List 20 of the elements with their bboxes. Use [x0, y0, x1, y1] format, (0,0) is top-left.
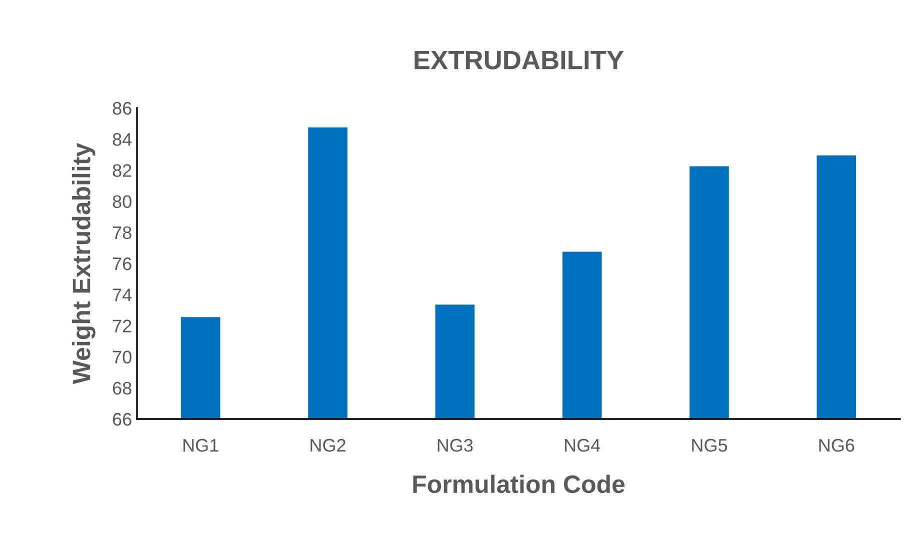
y-tick-label: 82 [112, 164, 132, 177]
y-tick-label: 86 [112, 102, 132, 115]
y-axis-title: Weight Extrudability [72, 143, 96, 384]
y-tick-label: 76 [112, 257, 132, 270]
x-tick-label: NG1 [184, 438, 218, 452]
y-tick-label: 72 [112, 320, 132, 332]
x-tick-label: NG5 [692, 438, 728, 452]
y-tick-label: 68 [112, 382, 132, 395]
x-tick-label: NG3 [438, 438, 473, 452]
y-tick-label: 66 [112, 412, 132, 426]
x-axis-title: Formulation Code [413, 474, 625, 494]
x-tick-label: NG6 [819, 438, 854, 452]
y-tick-label: 84 [112, 133, 132, 146]
y-tick-label: 78 [112, 226, 132, 240]
chart-title: EXTRUDABILITY [414, 50, 624, 70]
x-tick-label: NG2 [310, 438, 346, 452]
x-tick-label: NG4 [565, 438, 600, 452]
y-tick-label: 74 [112, 288, 132, 302]
y-tick-label: 80 [112, 195, 132, 208]
y-tick-label: 70 [112, 350, 132, 364]
